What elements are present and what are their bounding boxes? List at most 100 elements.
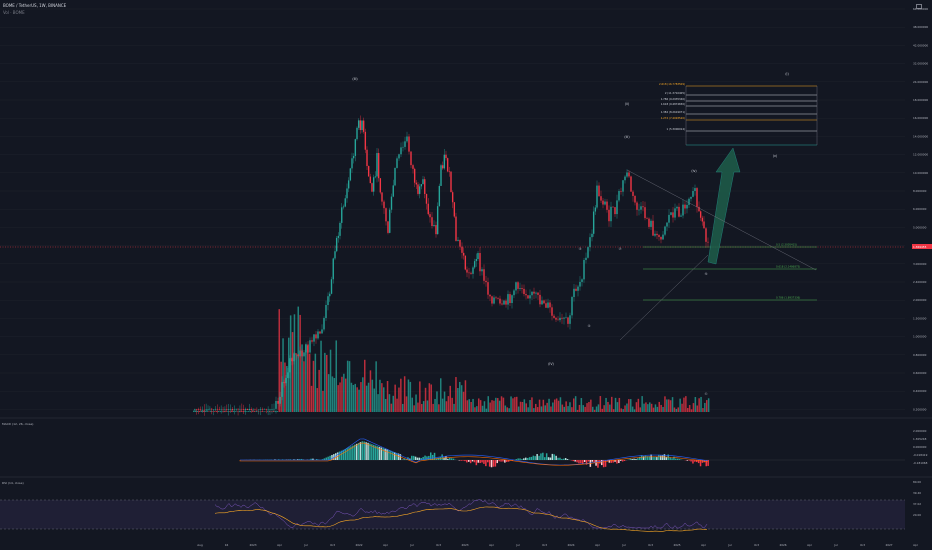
- candle: [664, 226, 666, 235]
- volume-bar: [506, 407, 508, 412]
- candle: [489, 294, 491, 297]
- macd-histogram-bar: [498, 460, 500, 462]
- volume-bar: [531, 397, 533, 412]
- candle: [660, 236, 662, 240]
- volume-bar: [479, 400, 482, 412]
- time-tick: Apr: [807, 543, 813, 547]
- candle: [551, 307, 553, 316]
- candle: [541, 300, 543, 305]
- price-tick: 48.000000: [913, 25, 928, 29]
- macd-histogram-bar: [475, 460, 478, 466]
- volume-bar: [645, 402, 647, 412]
- candle: [364, 131, 367, 150]
- volume-bar: [565, 401, 567, 412]
- candle: [684, 204, 686, 209]
- candle: [366, 149, 368, 167]
- macd-histogram-bar: [487, 460, 489, 463]
- candle: [406, 136, 408, 142]
- candle: [561, 317, 563, 319]
- volume-bar: [335, 340, 337, 412]
- candle: [525, 294, 527, 296]
- volume-bar: [687, 408, 689, 412]
- volume-bar: [297, 306, 299, 412]
- volume-bar: [692, 403, 695, 412]
- macd-histogram-bar: [563, 458, 565, 460]
- macd-histogram-bar: [361, 441, 364, 460]
- volume-bar: [244, 410, 246, 412]
- macd-histogram-bar: [542, 452, 544, 460]
- volume-bar: [641, 396, 643, 412]
- candle: [622, 180, 624, 192]
- volume-bar: [278, 309, 280, 412]
- volume-bar: [240, 410, 242, 412]
- candle: [604, 201, 606, 205]
- macd-histogram-bar: [549, 457, 552, 460]
- volume-bar: [664, 396, 666, 412]
- screenshot-icon[interactable]: [916, 4, 922, 9]
- candle: [485, 280, 487, 283]
- macd-histogram-bar: [515, 459, 517, 460]
- volume-bar: [434, 398, 436, 412]
- candle: [342, 206, 345, 208]
- candle: [481, 269, 483, 272]
- wave-label: (iv): [691, 169, 696, 173]
- volume-bar: [453, 403, 455, 412]
- price-tick: 42.000000: [913, 43, 928, 47]
- macd-histogram-bar: [348, 447, 350, 460]
- macd-histogram-bar: [652, 456, 654, 460]
- candle: [362, 120, 365, 132]
- volume-bar: [605, 397, 607, 412]
- candle: [389, 209, 391, 233]
- volume-bar: [698, 398, 700, 412]
- volume-bar: [333, 378, 336, 412]
- volume-bar: [421, 404, 423, 412]
- candle: [275, 400, 277, 409]
- candle: [321, 329, 323, 334]
- rsi-line: [214, 499, 708, 529]
- candle: [237, 408, 239, 410]
- candle: [596, 185, 598, 208]
- volume-bar: [238, 411, 241, 412]
- macd-histogram-bar: [536, 454, 538, 460]
- candle: [387, 221, 389, 233]
- candle: [680, 215, 682, 217]
- candle: [374, 176, 377, 178]
- macd-histogram-bar: [443, 457, 445, 460]
- volume-bar: [253, 410, 256, 412]
- macd-histogram-bar: [373, 444, 375, 460]
- volume-bar: [675, 408, 678, 412]
- volume-bar: [318, 369, 320, 412]
- candle: [329, 293, 331, 297]
- candle: [589, 237, 591, 248]
- candle: [569, 315, 571, 324]
- macd-histogram-bar: [618, 460, 620, 464]
- volume-bar: [326, 354, 328, 412]
- candle: [579, 281, 581, 287]
- macd-histogram-bar: [441, 454, 443, 460]
- candle: [385, 208, 387, 222]
- volume-bar: [242, 411, 244, 412]
- candle: [453, 202, 456, 217]
- candle: [271, 409, 273, 411]
- volume-bar: [649, 402, 651, 412]
- macd-histogram-bar: [297, 459, 299, 460]
- volume-bar: [493, 400, 495, 412]
- candle: [487, 282, 489, 295]
- volume-bar: [447, 396, 450, 412]
- macd-histogram-bar: [393, 452, 396, 460]
- candle: [523, 288, 525, 295]
- macd-histogram-bar: [692, 460, 694, 464]
- rsi-panel: RSI (14, close): [0, 481, 905, 532]
- candle: [196, 409, 198, 410]
- candle: [652, 220, 654, 236]
- candle: [413, 168, 416, 183]
- time-tick: Oct: [542, 543, 548, 547]
- candle: [313, 334, 315, 342]
- macd-histogram-bar: [564, 458, 567, 460]
- volume-bar: [424, 387, 427, 412]
- candle: [507, 294, 509, 305]
- volume-bar: [394, 384, 396, 412]
- volume-bar: [597, 404, 600, 412]
- trend-line: [626, 169, 817, 271]
